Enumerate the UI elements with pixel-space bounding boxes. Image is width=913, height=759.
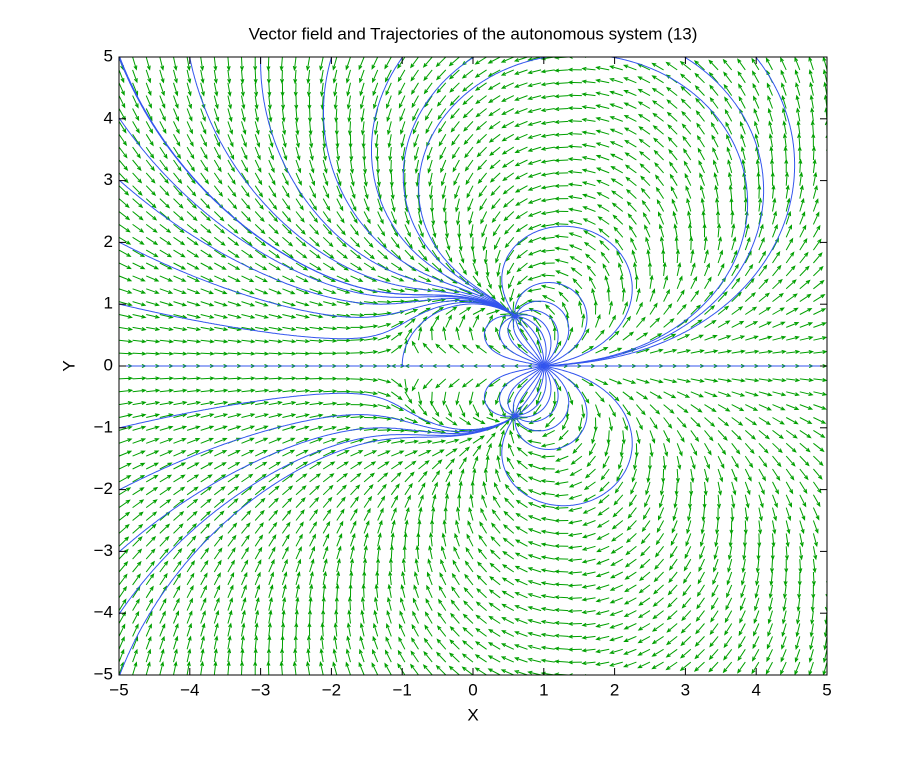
x-tick-label: 3 [681,680,690,699]
trajectory [542,57,796,367]
y-tick-label: 5 [104,46,113,65]
x-tick-label: −4 [180,680,199,699]
x-tick-label: −3 [251,680,270,699]
x-tick-label: 4 [751,680,760,699]
trajectory [119,414,517,675]
y-tick-label: −5 [94,664,113,683]
trajectory [119,392,517,431]
trajectory [418,57,544,318]
x-axis-label: X [467,705,478,724]
x-tick-label: 1 [539,680,548,699]
y-tick-label: −1 [94,417,113,436]
trajectory [542,57,765,367]
y-tick-label: −4 [94,603,113,622]
plot-area [119,57,827,675]
y-tick-label: 3 [104,170,113,189]
y-tick-label: 0 [104,355,113,374]
y-axis-label: Y [59,360,78,371]
x-tick-label: 5 [822,680,831,699]
y-tick-label: −2 [94,479,113,498]
x-tick-label: −2 [322,680,341,699]
y-tick-label: 4 [104,108,113,127]
x-tick-label: −1 [393,680,412,699]
chart-title: Vector field and Trajectories of the aut… [249,24,698,43]
trajectory [119,414,517,552]
x-tick-label: 2 [610,680,619,699]
y-tick-label: 1 [104,294,113,313]
y-tick-label: −3 [94,541,113,560]
x-tick-label: 0 [468,680,477,699]
y-tick-label: 2 [104,232,113,251]
trajectory [402,57,517,318]
x-tick-label: −5 [109,680,128,699]
